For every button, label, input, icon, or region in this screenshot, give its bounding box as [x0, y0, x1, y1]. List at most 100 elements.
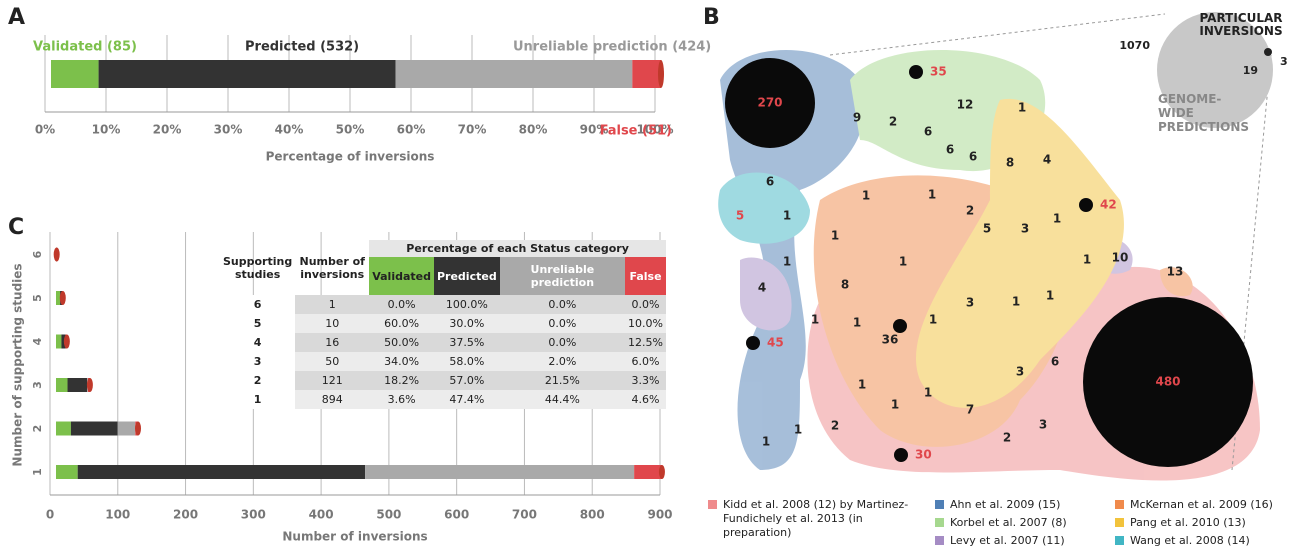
region-count: 3: [1039, 418, 1047, 432]
table-row: 6 1 0.0% 100.0% 0.0% 0.0%: [220, 295, 666, 314]
bar-segment: [56, 378, 68, 392]
inset-subtitle: GENOME-WIDE PREDICTIONS: [1158, 92, 1250, 134]
region-count: 6: [946, 143, 954, 157]
table-cell: 6: [220, 295, 296, 314]
legend-swatch: [935, 518, 944, 527]
count-dot: [894, 448, 908, 462]
table-cell: 5: [220, 314, 296, 333]
inset-count: 1070: [1119, 39, 1150, 52]
legend-text: Kidd et al. 2008 (12) by Martinez-Fundic…: [723, 498, 909, 539]
bar-cap: [658, 60, 664, 88]
table-cell: 1: [295, 295, 370, 314]
panel-letter: B: [703, 5, 720, 30]
region-count: 1: [831, 229, 839, 243]
connector: [829, 13, 1166, 56]
blob: [720, 50, 865, 470]
x-tick-label: 40%: [275, 123, 304, 137]
panel-letter: C: [8, 215, 24, 240]
count-circle: [725, 58, 815, 148]
region-count: 3: [1021, 222, 1029, 236]
y-tick-label: 6: [31, 250, 44, 258]
legend-swatch: [1115, 518, 1124, 527]
x-tick-label: 900: [647, 508, 672, 522]
table-cell: 37.5%: [433, 333, 500, 352]
header-cell: Predicted: [433, 257, 500, 295]
x-tick-label: 50%: [336, 123, 365, 137]
table-cell: 1: [220, 390, 296, 409]
x-tick-label: 10%: [92, 123, 121, 137]
region-count: 42: [1100, 198, 1117, 212]
region-count: 1: [1083, 253, 1091, 267]
region-count: 7: [966, 403, 974, 417]
bar-cap: [658, 465, 665, 479]
region-count: 2: [1003, 431, 1011, 445]
legend-swatch: [708, 500, 717, 509]
legend-text: McKernan et al. 2009 (16): [1130, 498, 1273, 511]
region-count: 1: [811, 313, 819, 327]
header-cell: False: [625, 257, 666, 295]
region-count: 9: [853, 111, 861, 125]
table-cell: 0.0%: [499, 333, 626, 352]
region-count: 1: [929, 313, 937, 327]
bar-segment: [56, 465, 78, 479]
region-count: 4: [758, 281, 766, 295]
legend-text: Wang et al. 2008 (14): [1130, 534, 1250, 547]
header-cell: Percentage of each Status category: [369, 240, 666, 257]
header-row: Validated Predicted Unreliable prediction F…: [220, 257, 666, 295]
bar-cap: [135, 421, 142, 436]
region-count: 6: [969, 150, 977, 164]
legend-item: Pang et al. 2010 (13): [1115, 516, 1290, 530]
x-tick-label: 0%: [35, 123, 55, 137]
bar-segment: [365, 465, 635, 479]
header-row: Supporting studies Number of inversions Pe…: [220, 240, 666, 281]
legend-item: Korbel et al. 2007 (8): [935, 516, 1105, 530]
legend-text: Levy et al. 2007 (11): [950, 534, 1065, 547]
legend-item: Ahn et al. 2009 (15): [935, 498, 1105, 512]
inset-count: 19: [1243, 64, 1258, 77]
region-count: 1: [924, 386, 932, 400]
table-cell: 0.0%: [369, 295, 434, 314]
y-tick-label: 1: [31, 468, 44, 476]
region-count: 2: [966, 204, 974, 218]
table-cell: 3.3%: [625, 371, 666, 390]
count-dot: [909, 65, 923, 79]
venn-blobs: [718, 50, 1260, 481]
legend-swatch: [1115, 500, 1124, 509]
bar-segment: [117, 421, 136, 436]
region-count: 1: [783, 255, 791, 269]
table-cell: 894: [295, 390, 370, 409]
region-count: 4: [1043, 153, 1051, 167]
x-tick-label: 70%: [458, 123, 487, 137]
legend-label: Validated (85): [33, 40, 137, 55]
region-count: 6: [1051, 355, 1059, 369]
region-count: 2: [831, 419, 839, 433]
x-tick-label: 800: [580, 508, 605, 522]
y-tick-label: 4: [31, 337, 44, 345]
table-cell: 21.5%: [499, 371, 626, 390]
table-cell: 58.0%: [433, 352, 500, 371]
region-count: 1: [858, 378, 866, 392]
bar-segment: [56, 291, 61, 305]
y-tick-label: 2: [31, 425, 44, 433]
x-tick-label: 90%: [580, 123, 609, 137]
count-dot: [893, 319, 907, 333]
bar-segment: [634, 465, 662, 479]
region-count: 1: [1012, 295, 1020, 309]
region-count: 1: [1046, 289, 1054, 303]
bar-segment: [67, 378, 88, 392]
x-tick-label: 100: [105, 508, 130, 522]
table-cell: 10.0%: [625, 314, 666, 333]
region-count: 1: [862, 189, 870, 203]
region-count: 5: [736, 209, 744, 223]
count-circle: [1083, 297, 1253, 467]
table-cell: 0.0%: [499, 295, 626, 314]
legend-text: Korbel et al. 2007 (8): [950, 516, 1067, 529]
region-count: 1: [928, 188, 936, 202]
region-count: 30: [915, 448, 932, 462]
region-count: 480: [1155, 375, 1180, 389]
region-count: 45: [767, 336, 784, 350]
bar-segment: [77, 465, 366, 479]
region-count: 1: [853, 316, 861, 330]
table-cell: 50: [295, 352, 370, 371]
